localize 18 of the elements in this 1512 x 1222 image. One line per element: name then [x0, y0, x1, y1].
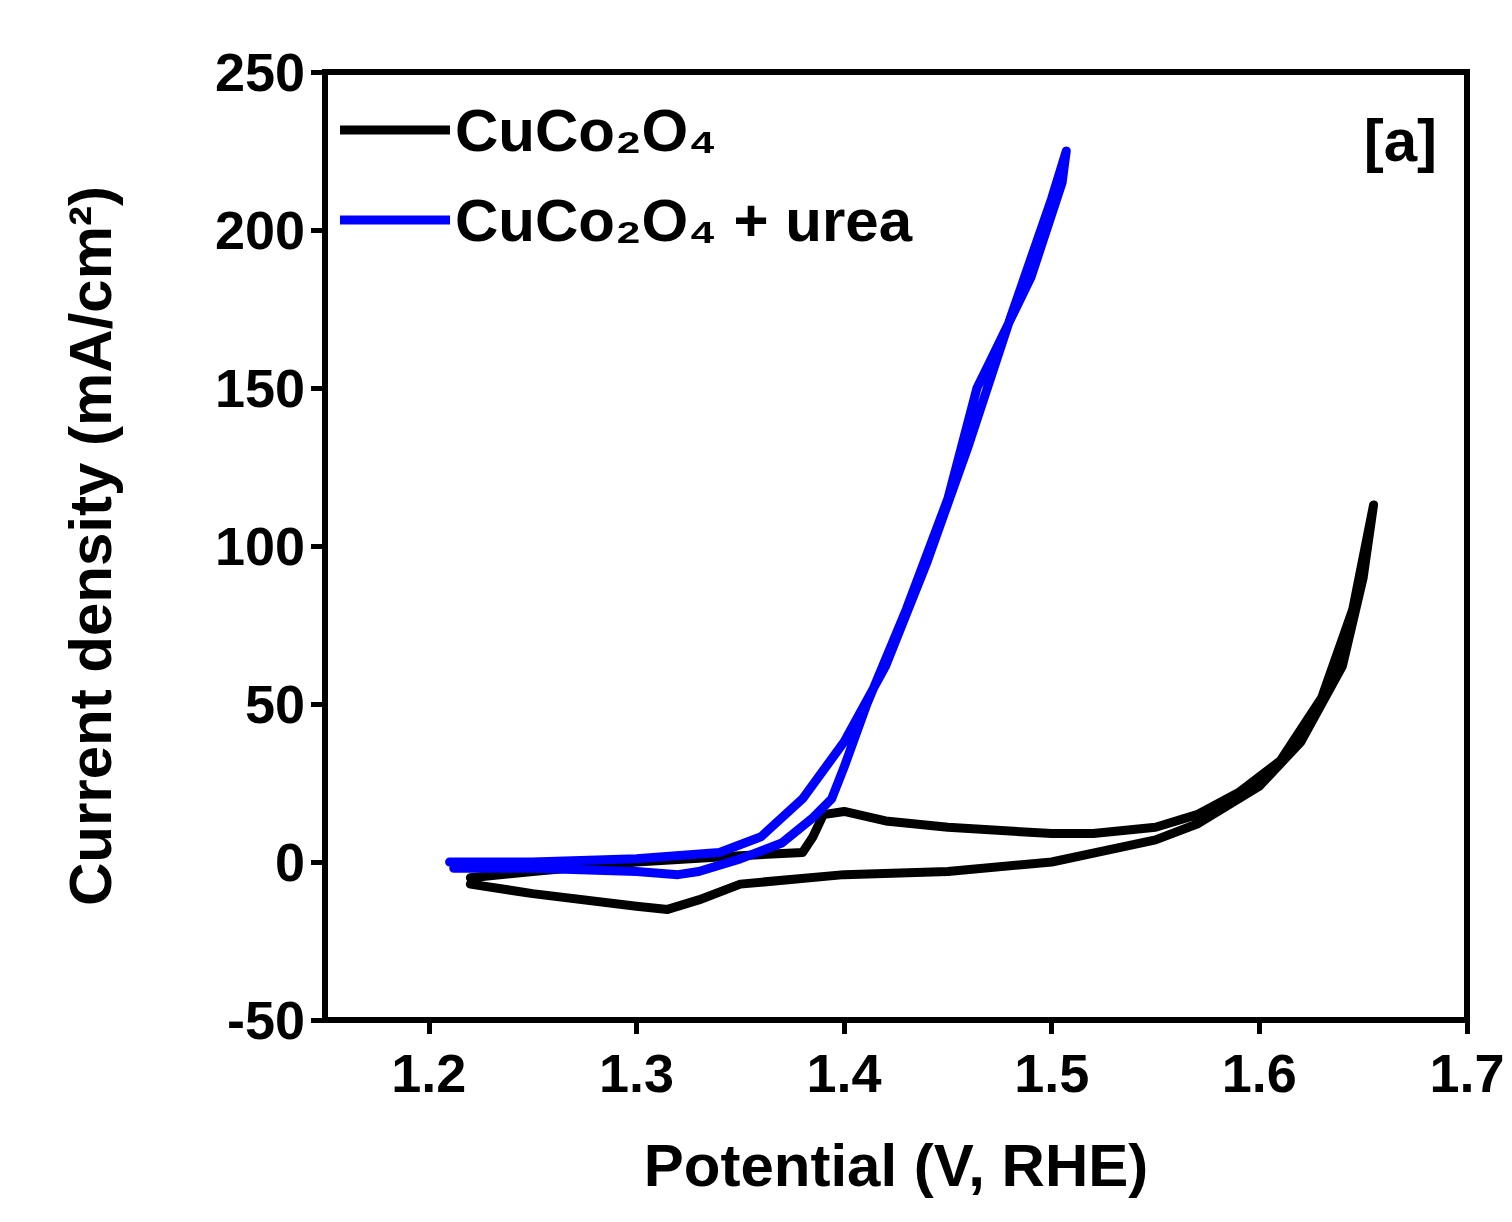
y-tick-label: 0: [274, 832, 305, 892]
y-axis-title: Current density (mA/cm²): [56, 185, 124, 907]
y-tick-label: 250: [214, 42, 305, 102]
x-axis-title: Potential (V, RHE): [643, 1131, 1149, 1199]
annotation: [a]: [1363, 106, 1438, 174]
x-tick-label: 1.3: [598, 1043, 674, 1103]
x-tick-label: 1.4: [806, 1043, 882, 1103]
y-tick-label: -50: [226, 990, 305, 1050]
x-tick-label: 1.2: [391, 1043, 467, 1103]
y-tick-label: 200: [214, 200, 305, 260]
x-tick-label: 1.5: [1014, 1043, 1090, 1103]
legend-label: CuCo₂O₄: [455, 96, 717, 164]
x-tick-label: 1.6: [1221, 1043, 1297, 1103]
y-tick-label: 100: [214, 516, 305, 576]
y-tick-label: 150: [214, 358, 305, 418]
x-tick-label: 1.7: [1429, 1043, 1505, 1103]
legend-label: CuCo₂O₄ + urea: [455, 186, 913, 254]
y-tick-label: 50: [244, 674, 305, 734]
